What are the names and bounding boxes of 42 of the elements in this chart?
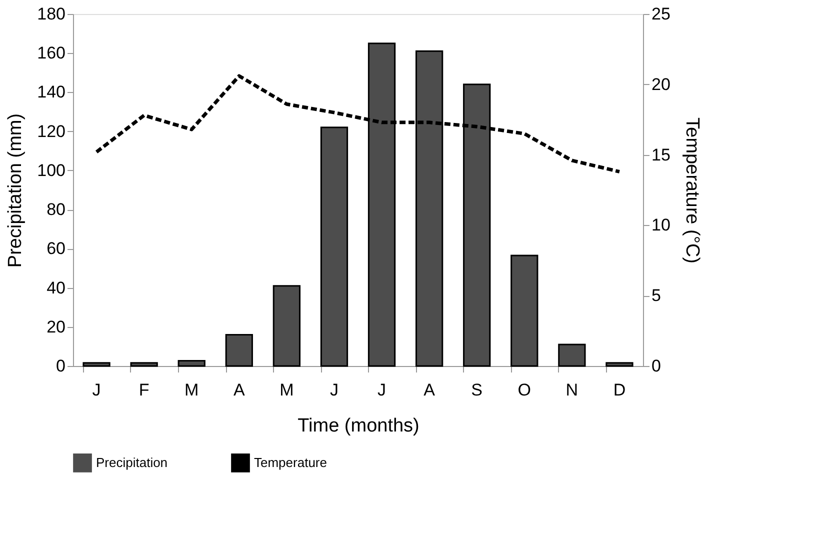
x-tick-label: M [184, 380, 199, 400]
y2-tick-label: 15 [652, 145, 670, 164]
bar [272, 285, 301, 367]
y2-tick-label: 5 [652, 286, 661, 306]
y-tick-label: 20 [46, 317, 66, 336]
y2-tick-label: 20 [652, 74, 670, 94]
x-tick-label: J [330, 380, 338, 400]
x-tick-label: J [378, 380, 386, 400]
bar [606, 362, 634, 367]
bar [320, 126, 348, 367]
x-tick-label: M [280, 380, 294, 400]
y-tick-label: 180 [37, 4, 66, 24]
y-tick-label: 160 [37, 44, 66, 63]
y2-axis-title: Temperature (°C) [681, 118, 702, 264]
y2-tick-label: 10 [652, 216, 670, 235]
x-axis-title: Time (months) [298, 416, 420, 436]
x-tick-label: O [518, 380, 532, 400]
y-tick-label: 140 [37, 82, 66, 102]
x-tick-label: J [92, 380, 101, 400]
y-tick-label: 120 [37, 122, 66, 141]
legend-label: Precipitation [96, 454, 168, 470]
y2-tick-label: 25 [652, 4, 670, 24]
y-tick-label: 60 [46, 239, 66, 258]
bar [225, 334, 253, 367]
y-tick-label: 40 [46, 278, 66, 298]
x-tick-label: S [471, 380, 483, 400]
x-tick-label: A [233, 380, 246, 400]
x-tick-label: D [613, 380, 626, 400]
bar [130, 362, 158, 367]
bar [558, 344, 586, 367]
bar [82, 362, 110, 367]
bar [510, 254, 538, 367]
y-tick-label: 100 [37, 160, 66, 180]
legend-label: Temperature [254, 454, 327, 470]
x-tick-label: A [424, 380, 436, 400]
y-axis-title: Precipitation (mm) [5, 113, 26, 268]
x-tick-label: F [138, 380, 150, 400]
y-tick-label: 0 [56, 356, 66, 376]
y-tick-label: 80 [46, 200, 66, 220]
y2-tick-label: 0 [652, 356, 661, 376]
x-tick-label: N [566, 380, 578, 400]
bar [178, 360, 206, 367]
